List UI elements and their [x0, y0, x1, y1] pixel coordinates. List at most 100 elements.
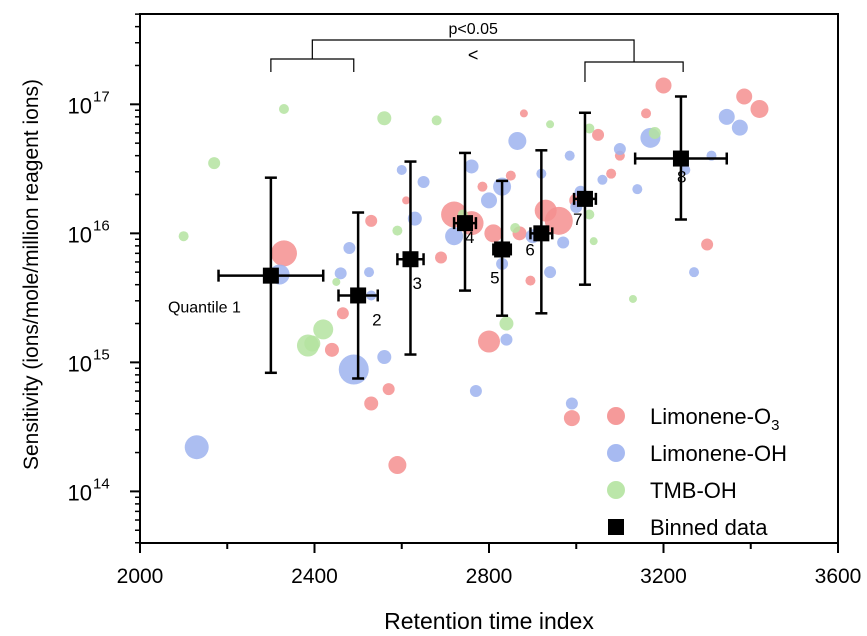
scatter-point	[731, 119, 748, 136]
scatter-point	[208, 157, 221, 170]
binned-marker	[576, 190, 593, 207]
legend-label: Limonene-O3	[650, 404, 779, 434]
binned-marker	[350, 287, 367, 304]
binned-point-8: 8	[633, 95, 729, 221]
scatter-point	[584, 209, 595, 220]
scatter-point	[613, 143, 626, 156]
legend: Limonene-O3 Limonene-OH TMB-OH Binned data	[607, 404, 787, 540]
bin-label: 3	[412, 274, 421, 293]
comparison-symbol: <	[468, 45, 479, 65]
y-axis-label: Sensitivity (ions/mole/million reagent i…	[20, 79, 43, 470]
y-tick-label-base: 10	[68, 222, 92, 247]
binned-marker	[672, 150, 689, 167]
scatter-point	[544, 266, 557, 279]
scatter-point	[365, 214, 378, 227]
y-tick-label-exponent: 16	[93, 217, 110, 234]
binned-point-4: 4	[452, 151, 478, 292]
scatter-point	[364, 267, 375, 278]
binned-marker	[402, 251, 419, 268]
scatter-point	[680, 164, 691, 175]
binned-data-layer: Quantile 1 2 3 4 5 6 7 8	[168, 95, 729, 380]
legend-marker-square	[608, 519, 624, 535]
bin-label: 2	[372, 310, 381, 329]
scatter-point	[332, 277, 341, 286]
legend-entry: Limonene-OH	[607, 441, 787, 466]
scatter-point	[445, 227, 464, 246]
scatter-point	[563, 410, 580, 427]
legend-label-main: Limonene-O	[650, 404, 771, 429]
scatter-point	[525, 275, 536, 286]
scatter-point	[402, 196, 411, 205]
scatter-point	[606, 168, 617, 179]
scatter-point	[278, 103, 289, 114]
scatter-point	[736, 88, 753, 105]
binned-marker	[457, 215, 474, 232]
binned-point-7: 7	[572, 111, 598, 286]
scatter-point	[505, 170, 516, 181]
legend-marker-circle	[607, 444, 625, 462]
x-tick-label: 2800	[466, 565, 513, 588]
right-group-bracket	[584, 61, 684, 82]
binned-marker	[533, 225, 550, 242]
bin-label: Quantile 1	[168, 300, 241, 317]
legend-entry: Binned data	[608, 515, 768, 540]
binned-point-2: 2	[337, 211, 382, 380]
left-group-bracket	[270, 58, 355, 72]
legend-label: TMB-OH	[650, 478, 737, 503]
scatter-point	[597, 174, 608, 185]
scatter-point	[464, 159, 479, 174]
data-points-layer	[178, 77, 769, 475]
y-tick-label-base: 10	[68, 351, 92, 376]
scatter-point	[484, 224, 503, 243]
y-tick-label-base: 10	[68, 93, 92, 118]
scatter-point	[655, 77, 672, 94]
scatter-point	[508, 131, 527, 150]
scatter-point	[382, 383, 395, 396]
y-tick-label-base: 10	[68, 480, 92, 505]
scatter-point	[178, 231, 189, 242]
scatter-point	[477, 181, 488, 192]
binned-point-3: 3	[396, 160, 425, 356]
x-axis-label: Retention time index	[384, 608, 594, 634]
legend-entry: Limonene-O3	[607, 404, 779, 434]
x-tick-label: 3600	[815, 565, 862, 588]
y-tick-label-exponent: 15	[93, 346, 110, 363]
scatter-point	[336, 307, 349, 320]
bin-label: 7	[573, 210, 582, 229]
bin-label: 6	[525, 240, 534, 259]
scatter-point	[377, 350, 392, 365]
legend-label-main: Limonene-OH	[650, 441, 787, 466]
y-tick-label-exponent: 14	[93, 475, 110, 492]
legend-marker-circle	[607, 481, 625, 499]
scatter-point	[648, 126, 661, 139]
scatter-point	[364, 396, 379, 411]
bin-label: 8	[677, 168, 686, 187]
legend-label: Binned data	[650, 515, 768, 540]
scatter-point	[565, 397, 578, 410]
binned-marker	[494, 241, 511, 258]
scatter-point	[689, 267, 700, 278]
scatter-point	[564, 150, 575, 161]
scatter-point	[338, 354, 369, 385]
scatter-point	[304, 335, 321, 352]
scatter-point	[510, 223, 521, 234]
x-tick-label: 2400	[291, 565, 338, 588]
x-tick-label: 3200	[640, 565, 687, 588]
scatter-point	[388, 456, 407, 475]
scatter-point	[500, 333, 513, 346]
scatter-point	[641, 108, 652, 119]
scatter-point	[431, 115, 442, 126]
binned-point-6: 6	[525, 149, 554, 315]
scatter-point	[718, 108, 735, 125]
scatter-point	[313, 319, 334, 340]
legend-label-main: Binned data	[650, 515, 768, 540]
binned-marker	[262, 267, 279, 284]
legend-entry: TMB-OH	[607, 478, 737, 503]
scatter-point	[478, 330, 500, 353]
bin-label: 4	[465, 228, 474, 247]
scatter-point	[392, 225, 403, 236]
scatter-point	[584, 123, 595, 134]
scatter-point	[469, 384, 482, 397]
